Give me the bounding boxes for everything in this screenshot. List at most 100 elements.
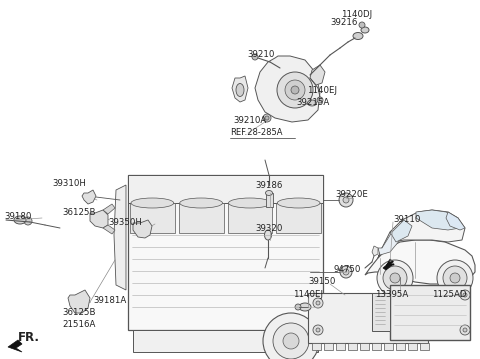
Text: REF.28-285A: REF.28-285A (230, 128, 283, 137)
Circle shape (313, 298, 323, 308)
Text: 39180: 39180 (4, 212, 31, 221)
Circle shape (283, 333, 299, 349)
Ellipse shape (308, 100, 316, 106)
Text: 1140EJ: 1140EJ (307, 86, 337, 95)
Bar (360, 343, 369, 350)
Text: 39210A: 39210A (233, 116, 266, 125)
Polygon shape (378, 210, 465, 258)
Circle shape (463, 328, 467, 332)
Ellipse shape (277, 198, 320, 208)
Text: 39150: 39150 (308, 277, 336, 286)
Circle shape (383, 266, 407, 290)
Text: 36125B: 36125B (62, 208, 96, 217)
Ellipse shape (14, 216, 26, 224)
Ellipse shape (236, 84, 244, 97)
Text: 21516A: 21516A (62, 320, 96, 329)
Polygon shape (446, 212, 465, 230)
Circle shape (463, 293, 467, 297)
Polygon shape (310, 65, 325, 85)
Bar (308, 293, 428, 343)
Bar (408, 343, 417, 350)
Text: 39215A: 39215A (296, 98, 329, 107)
Circle shape (285, 80, 305, 100)
Circle shape (450, 273, 460, 283)
Polygon shape (90, 210, 108, 228)
Text: 39186: 39186 (255, 181, 282, 190)
Polygon shape (255, 56, 320, 122)
Bar (133, 330, 318, 352)
Text: 94750: 94750 (334, 265, 361, 274)
Circle shape (252, 54, 258, 60)
Bar (372, 293, 390, 331)
Circle shape (390, 273, 400, 283)
Circle shape (415, 325, 425, 335)
Bar (130, 203, 175, 233)
Circle shape (340, 266, 352, 278)
Circle shape (418, 328, 422, 332)
Bar (228, 203, 272, 233)
Ellipse shape (265, 191, 273, 196)
Polygon shape (416, 210, 460, 230)
Ellipse shape (228, 198, 271, 208)
Bar (372, 343, 381, 350)
Bar (276, 203, 321, 233)
Circle shape (72, 298, 80, 306)
Text: 1140EJ: 1140EJ (293, 290, 323, 299)
Ellipse shape (361, 27, 369, 33)
Circle shape (316, 301, 320, 305)
Circle shape (24, 217, 32, 225)
Polygon shape (114, 185, 126, 290)
Polygon shape (68, 290, 90, 313)
Bar (128, 175, 323, 203)
Text: 39310H: 39310H (52, 179, 86, 188)
Bar (324, 343, 333, 350)
Ellipse shape (131, 198, 174, 208)
Bar (179, 203, 224, 233)
Polygon shape (390, 220, 412, 242)
Circle shape (343, 197, 349, 203)
Text: 13395A: 13395A (375, 290, 408, 299)
Text: 39181A: 39181A (93, 296, 126, 305)
Bar (384, 343, 393, 350)
Text: 39220E: 39220E (335, 190, 368, 199)
Ellipse shape (180, 198, 223, 208)
Circle shape (460, 325, 470, 335)
Polygon shape (232, 76, 248, 102)
Text: 39216: 39216 (330, 18, 358, 27)
Circle shape (277, 72, 313, 108)
Bar (396, 343, 405, 350)
Text: 36125B: 36125B (62, 308, 96, 317)
Bar (390, 285, 470, 340)
Polygon shape (103, 225, 115, 234)
Circle shape (343, 269, 349, 275)
Circle shape (437, 260, 473, 296)
Circle shape (265, 116, 269, 120)
Circle shape (377, 260, 413, 296)
Text: FR.: FR. (18, 331, 40, 344)
Circle shape (339, 193, 353, 207)
Polygon shape (82, 190, 96, 204)
Polygon shape (372, 246, 378, 256)
Polygon shape (133, 220, 152, 238)
Circle shape (313, 325, 323, 335)
Polygon shape (383, 262, 392, 270)
Circle shape (359, 22, 365, 28)
Bar (128, 175, 323, 330)
Circle shape (316, 328, 320, 332)
Bar (348, 343, 357, 350)
Bar (312, 343, 321, 350)
Polygon shape (103, 204, 115, 214)
Ellipse shape (299, 303, 311, 311)
Circle shape (460, 290, 470, 300)
Text: 1140DJ: 1140DJ (341, 10, 372, 19)
Text: 39350H: 39350H (108, 218, 142, 227)
Text: 1125AD: 1125AD (432, 290, 467, 299)
Polygon shape (378, 232, 400, 255)
Circle shape (291, 86, 299, 94)
Bar (336, 343, 345, 350)
Bar (420, 343, 429, 350)
Ellipse shape (353, 33, 363, 39)
Text: 39210: 39210 (247, 50, 275, 59)
Circle shape (273, 323, 309, 359)
Circle shape (295, 304, 301, 310)
